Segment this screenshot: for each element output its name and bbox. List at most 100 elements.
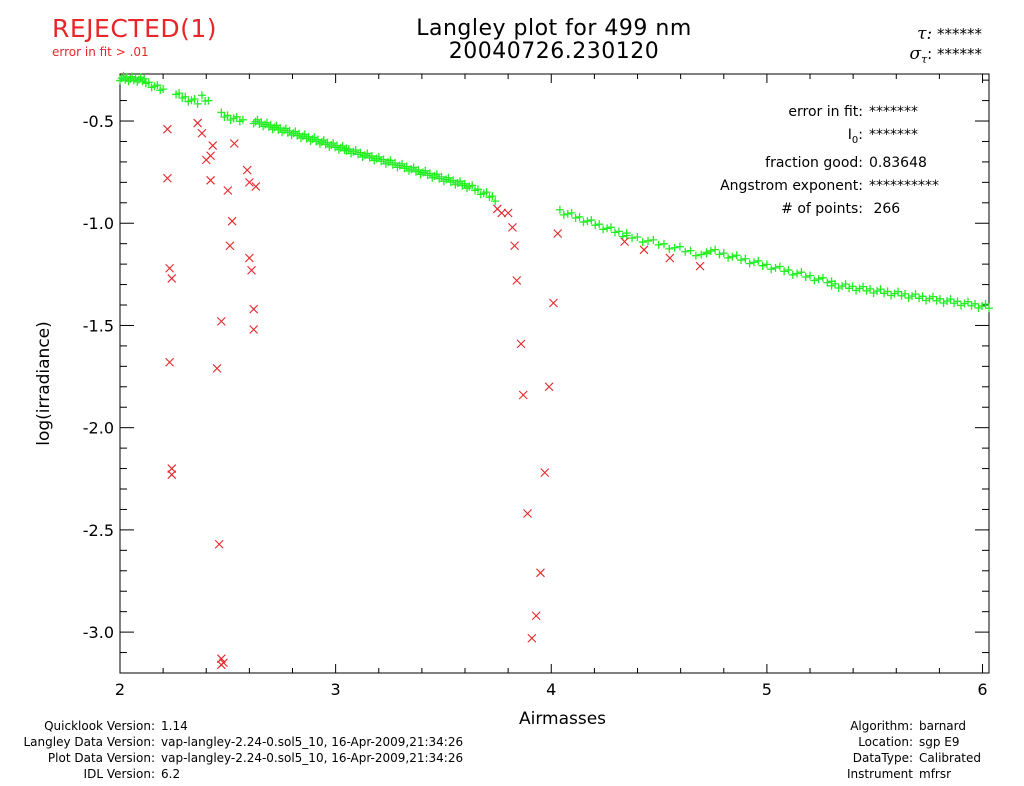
good-point xyxy=(425,169,434,178)
good-point xyxy=(437,172,446,181)
good-point xyxy=(880,289,889,298)
good-point xyxy=(762,260,771,269)
rejected-point xyxy=(214,539,224,549)
stat-value: ******* xyxy=(869,104,918,120)
rejected-point xyxy=(620,237,629,247)
good-point xyxy=(432,170,441,179)
good-point xyxy=(421,166,430,175)
rejected-point xyxy=(208,141,218,150)
good-point xyxy=(922,296,931,305)
good-point xyxy=(974,304,983,313)
good-point xyxy=(555,205,564,214)
good-point xyxy=(745,259,754,268)
good-point xyxy=(818,273,827,282)
good-point xyxy=(862,286,871,295)
rejected-point xyxy=(163,124,172,134)
good-point xyxy=(758,261,767,270)
footer-row: Instrument mfrsr xyxy=(813,766,994,782)
rejected-point xyxy=(523,509,532,518)
y-axis-label: log(irradiance) xyxy=(34,321,54,446)
good-point xyxy=(873,287,882,296)
good-point xyxy=(960,299,969,308)
good-point xyxy=(232,112,241,121)
footer-label: Quicklook Version: xyxy=(44,719,155,733)
good-point xyxy=(131,74,140,83)
chart-title: Langley plot for 499 nm xyxy=(416,16,692,41)
good-point xyxy=(579,218,588,227)
y-tick-label: -2.0 xyxy=(83,419,114,438)
good-point xyxy=(929,292,938,301)
good-point xyxy=(845,284,854,293)
good-point xyxy=(197,91,206,100)
good-point xyxy=(788,270,797,279)
stat-error-in-fit: error in fit: ******* xyxy=(673,101,939,124)
good-point xyxy=(649,235,658,244)
good-point xyxy=(784,266,793,275)
stat-label: Angstrom exponent: xyxy=(720,177,863,194)
good-point xyxy=(838,282,847,291)
stat-label: fraction good: xyxy=(765,154,863,171)
good-point xyxy=(964,297,973,306)
good-point xyxy=(599,225,608,234)
good-point xyxy=(876,285,885,294)
rejected-point xyxy=(225,241,235,251)
good-point xyxy=(971,299,980,308)
footer-value: sgp E9 xyxy=(919,735,960,749)
footer-value: Calibrated xyxy=(919,751,982,765)
i0-label: I xyxy=(847,127,852,143)
footer-value: 6.2 xyxy=(161,767,181,781)
good-point xyxy=(728,252,737,261)
good-point xyxy=(869,289,878,298)
footer-label: IDL Version: xyxy=(83,767,155,781)
good-point xyxy=(595,220,604,229)
good-point xyxy=(691,251,700,260)
footer-value: 1.14 xyxy=(161,719,188,733)
good-point xyxy=(468,181,477,190)
y-tick-label: -1.5 xyxy=(83,316,114,335)
footer-value: barnard xyxy=(919,719,966,733)
x-tick-label: 4 xyxy=(546,680,556,699)
stat-label: error in fit: xyxy=(788,104,863,120)
rejected-point xyxy=(216,316,226,326)
footer-label: Algorithm: xyxy=(850,719,913,733)
stat-value: 0.83648 xyxy=(869,154,927,171)
good-point xyxy=(610,228,619,237)
good-point xyxy=(460,179,469,188)
good-point xyxy=(391,158,400,167)
good-point xyxy=(356,148,365,157)
good-point xyxy=(344,145,353,154)
good-point xyxy=(414,165,423,174)
good-point xyxy=(925,294,934,303)
rejected-point xyxy=(518,390,528,400)
good-point xyxy=(628,234,637,243)
good-point xyxy=(122,73,131,82)
good-point xyxy=(563,209,572,218)
good-point xyxy=(827,281,836,290)
stat-value: 266 xyxy=(869,200,901,217)
rejected-point xyxy=(549,298,558,308)
good-point xyxy=(614,227,623,236)
good-point xyxy=(797,268,806,277)
good-point xyxy=(444,173,453,182)
footer-value: mfrsr xyxy=(919,767,952,781)
rejected-point xyxy=(540,468,550,478)
x-tick-label: 5 xyxy=(762,680,772,699)
good-point xyxy=(575,212,584,221)
good-point xyxy=(591,221,600,230)
good-point xyxy=(571,213,580,222)
good-point xyxy=(409,163,418,172)
good-point xyxy=(204,96,213,105)
rejected-point xyxy=(167,274,177,283)
good-point xyxy=(775,262,784,271)
good-point xyxy=(706,246,715,255)
good-point xyxy=(732,251,741,260)
good-point xyxy=(654,240,663,249)
y-tick-label: -0.5 xyxy=(83,112,114,131)
y-tick-label: -1.0 xyxy=(83,214,114,233)
rejected-point xyxy=(227,216,237,226)
good-point xyxy=(834,284,843,293)
rejected-point xyxy=(665,253,675,263)
rejected-point xyxy=(206,151,215,161)
good-point xyxy=(915,294,924,303)
good-point xyxy=(981,300,990,309)
